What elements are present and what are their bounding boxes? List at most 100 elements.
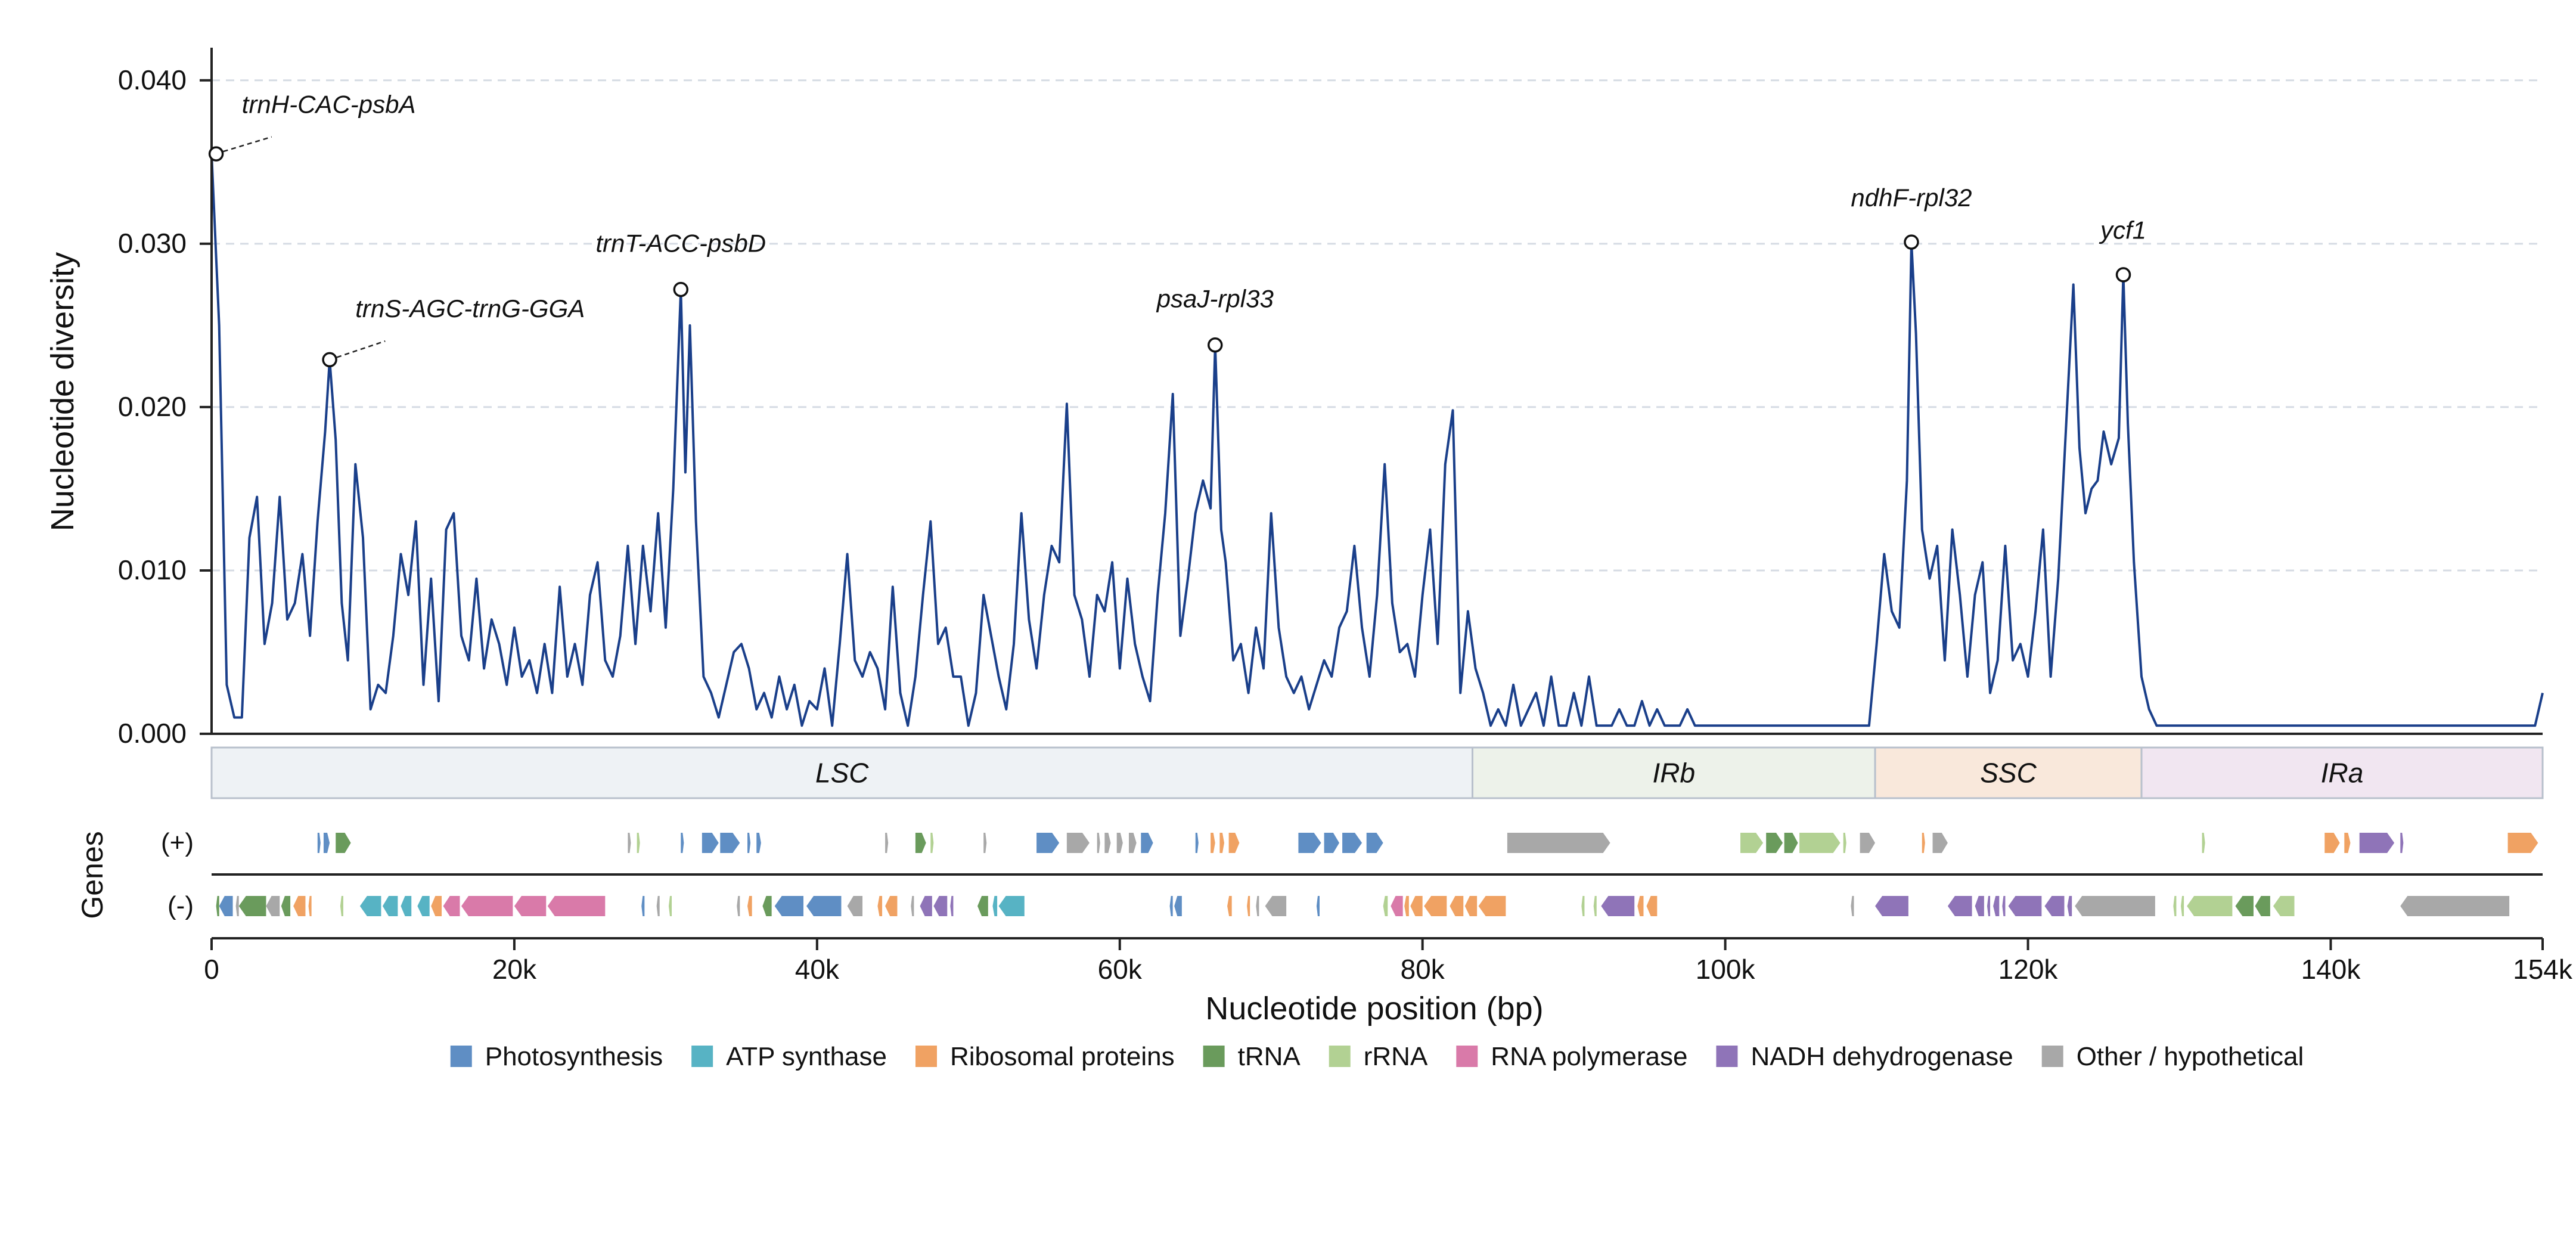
gene-block — [702, 833, 719, 853]
legend-swatch — [915, 1046, 937, 1067]
gene-block — [2235, 896, 2254, 916]
gene-block — [1464, 896, 1478, 916]
gene-block — [1478, 896, 1506, 916]
gene-block — [293, 896, 306, 916]
gene-block — [340, 896, 343, 916]
gene-block — [216, 896, 219, 916]
gene-block — [308, 896, 312, 916]
gene-block — [1169, 896, 1173, 916]
axes: 0.000 0.010 0.020 0.030 0.040 — [118, 48, 2543, 749]
legend-label: NADH dehydrogenase — [1751, 1042, 2013, 1071]
gene-block — [1141, 833, 1153, 853]
peak-label: ndhF-rpl32 — [1851, 184, 1972, 212]
gene-block — [1450, 896, 1464, 916]
region-label: IRa — [2321, 758, 2364, 789]
peak-label: trnT-ACC-psbD — [596, 229, 766, 258]
gene-block — [1799, 833, 1841, 853]
gene-block — [1383, 896, 1388, 916]
gene-block — [1265, 896, 1287, 916]
gene-block — [641, 896, 645, 916]
legend-swatch — [1716, 1046, 1738, 1067]
gene-block — [1922, 833, 1925, 853]
gene-block — [461, 896, 513, 916]
x-tick-label: 120k — [1998, 954, 2059, 985]
gene-block — [2359, 833, 2395, 853]
gene-block — [2344, 833, 2351, 853]
gene-block — [1784, 833, 1798, 853]
gene-block — [1116, 833, 1123, 853]
gene-block — [2044, 896, 2065, 916]
peak-leader-line — [336, 340, 386, 358]
gene-block — [847, 896, 863, 916]
gene-block — [977, 896, 988, 916]
gene-block — [1219, 833, 1224, 853]
gene-block — [417, 896, 430, 916]
gene-block — [930, 833, 934, 853]
gene-block — [1766, 833, 1783, 853]
y-tick-label: 0.040 — [118, 64, 187, 95]
legend-item: Ribosomal proteins — [915, 1042, 1175, 1071]
gene-block — [2273, 896, 2295, 916]
region-segment — [2140, 746, 2544, 799]
gene-block — [1195, 833, 1199, 853]
gene-block — [1975, 896, 1984, 916]
gene-block — [920, 896, 932, 916]
legend-item: NADH dehydrogenase — [1716, 1042, 2013, 1071]
gene-block — [2202, 833, 2205, 853]
gene-block — [401, 896, 412, 916]
diversity-series-line — [210, 154, 2544, 727]
gene-block — [359, 896, 381, 916]
peak-marker — [1208, 337, 1223, 353]
gene-block — [2187, 896, 2233, 916]
genes-track-title: Genes — [76, 831, 109, 919]
gene-block — [737, 896, 740, 916]
gene-block — [443, 896, 460, 916]
gene-block — [514, 896, 547, 916]
gene-block — [219, 896, 233, 916]
gene-block — [911, 896, 914, 916]
gene-block — [992, 896, 998, 916]
legend-swatch — [1203, 1046, 1225, 1067]
gene-block — [1637, 896, 1644, 916]
gene-block — [762, 896, 772, 916]
gene-block — [1211, 833, 1215, 853]
legend-item: Other / hypothetical — [2041, 1042, 2304, 1071]
peak-marker — [673, 281, 689, 297]
gene-block — [1129, 833, 1137, 853]
gene-block — [950, 896, 954, 916]
gene-block — [877, 896, 883, 916]
gene-block — [2507, 833, 2538, 853]
gene-block — [1932, 833, 1948, 853]
gene-block — [637, 833, 640, 853]
legend-label: tRNA — [1238, 1042, 1301, 1071]
gene-block — [1366, 833, 1383, 853]
gene-block — [323, 833, 330, 853]
strand-label: (+) — [161, 828, 194, 857]
legend-swatch — [1329, 1046, 1351, 1067]
peak-marker — [322, 352, 337, 368]
gene-block — [983, 833, 987, 853]
gene-map: (+) (-) 0 20k 40k 60k 80k 100k 120k 140k 154k — [161, 828, 2573, 985]
gene-block — [1581, 896, 1585, 916]
gene-block — [668, 896, 672, 916]
gene-block — [2400, 833, 2404, 853]
y-tick-label: 0.020 — [118, 391, 187, 422]
gene-block — [747, 896, 752, 916]
region-segment — [1874, 746, 2143, 799]
genome-regions-bar: LSC IRb SSC IRa — [210, 746, 2544, 799]
peak-label: trnH-CAC-psbA — [242, 91, 416, 119]
y-tick-label: 0.000 — [118, 718, 187, 749]
grid-lines — [212, 79, 2543, 572]
gene-block — [1228, 833, 1240, 853]
gene-block — [1646, 896, 1658, 916]
legend-swatch — [2041, 1046, 2063, 1067]
gene-block — [681, 833, 684, 853]
legend-item: ATP synthase — [691, 1042, 887, 1071]
legend-swatch — [1456, 1046, 1478, 1067]
peak-label: psaJ-rpl33 — [1156, 285, 1274, 313]
gene-block — [2324, 833, 2340, 853]
x-axis-title: Nucleotide position (bp) — [1205, 991, 1543, 1026]
gene-block — [933, 896, 948, 916]
